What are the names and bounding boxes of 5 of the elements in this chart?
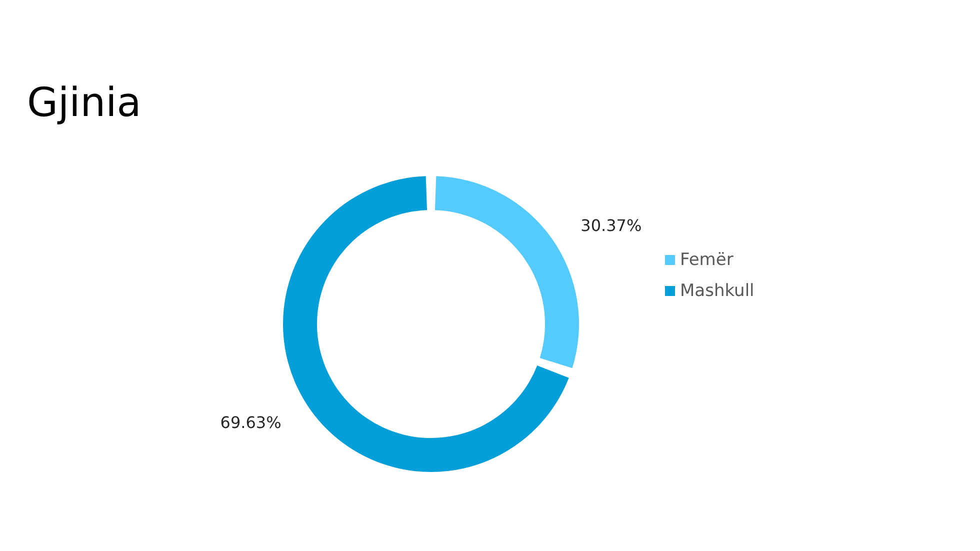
data-label: 69.63% xyxy=(220,412,282,432)
legend-label: Mashkull xyxy=(680,281,754,301)
data-label: 30.37% xyxy=(580,216,642,236)
legend-label: Femër xyxy=(680,250,734,270)
chart-title: Gjinia xyxy=(27,80,142,126)
